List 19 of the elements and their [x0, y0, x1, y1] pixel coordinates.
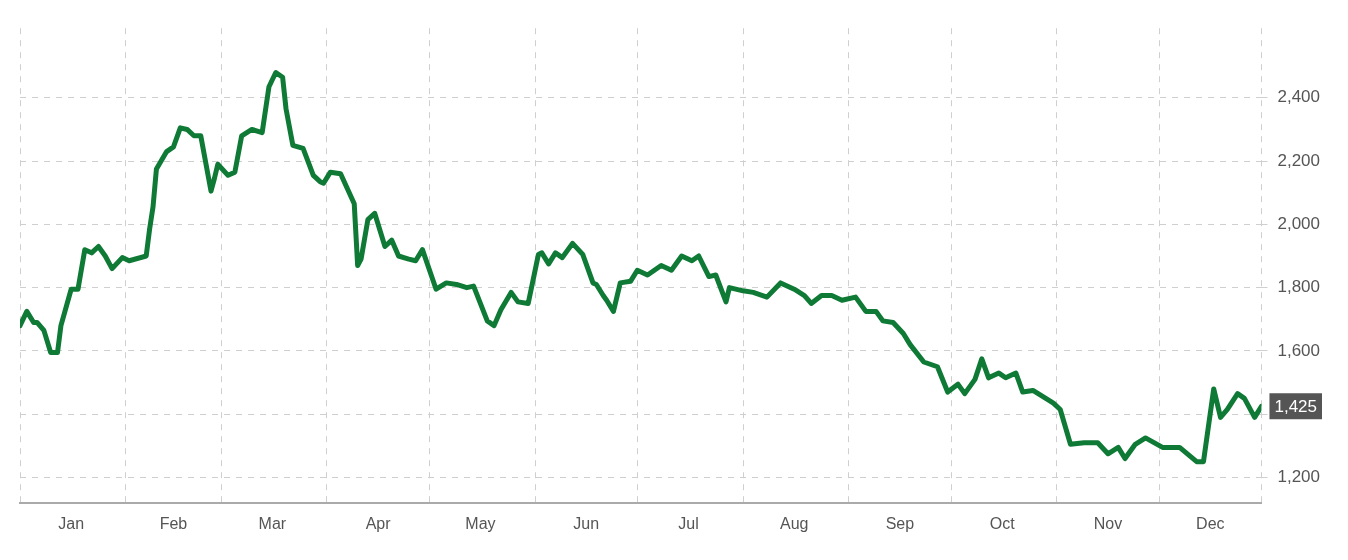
x-tick-label: Jan — [58, 514, 85, 532]
x-tick-label: Feb — [159, 514, 188, 532]
y-tick-label: 1,200 — [1277, 467, 1321, 487]
x-tick-label: Mar — [258, 514, 287, 532]
y-tick-label: 2,400 — [1277, 87, 1321, 107]
y-tick-label: 2,200 — [1277, 150, 1321, 170]
x-tick-label: Apr — [365, 514, 392, 532]
x-tick-label: Jun — [573, 514, 600, 532]
x-tick-label: Jul — [678, 514, 699, 532]
x-tick-label: Aug — [779, 514, 809, 532]
y-tick-label: 1,800 — [1277, 277, 1321, 297]
x-tick-label: Dec — [1196, 514, 1225, 532]
x-tick-label: Sep — [885, 514, 915, 532]
x-tick-label: Oct — [989, 514, 1016, 532]
y-tick-label: 2,000 — [1277, 214, 1321, 234]
y-tick-label: 1,600 — [1277, 340, 1321, 360]
annotation: 1,425 — [1274, 396, 1318, 416]
x-tick-label: May — [465, 514, 496, 532]
x-tick-label: Nov — [1093, 514, 1123, 532]
